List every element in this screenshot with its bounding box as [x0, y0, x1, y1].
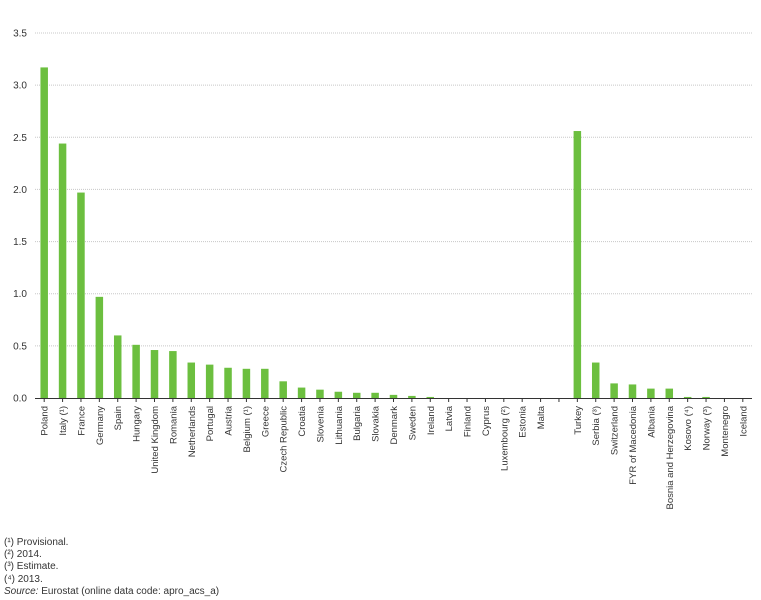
bar: [389, 394, 398, 398]
x-tick-label: Czech Republic: [279, 406, 290, 473]
x-tick-label: Estonia: [518, 405, 529, 437]
bar: [132, 344, 140, 398]
bar: [95, 296, 104, 398]
x-tick-label: Ireland: [426, 406, 437, 435]
bar: [371, 392, 379, 398]
x-tick-label: Hungary: [132, 406, 143, 442]
bar: [610, 383, 618, 398]
x-tick-label: Montenegro: [720, 406, 731, 457]
x-tick-label: Italy (¹): [58, 406, 69, 436]
bar: [187, 362, 196, 398]
bar: [316, 389, 324, 398]
x-tick-label: Norway (³): [702, 406, 713, 450]
source-label: Source:: [4, 585, 39, 597]
source-line: Source: Eurostat (online data code: apro…: [4, 586, 219, 598]
bar: [702, 396, 710, 398]
x-tick-label: Sweden: [407, 406, 418, 440]
x-tick-label: Austria: [224, 405, 235, 435]
bar: [665, 388, 674, 398]
x-tick-label: Iceland: [738, 406, 749, 437]
y-tick-label: 0.0: [13, 394, 27, 405]
x-tick-label: FYR of Macedonia: [628, 405, 639, 484]
y-tick-label: 3.0: [13, 81, 27, 92]
bar: [297, 387, 306, 398]
y-tick-label: 1.0: [13, 289, 27, 300]
x-tick-label: Spain: [113, 406, 124, 430]
bar: [224, 367, 232, 398]
x-tick-label: Albania: [646, 405, 657, 437]
y-tick-label: 0.5: [13, 341, 27, 352]
x-tick-label: Finland: [463, 406, 474, 437]
bar: [408, 395, 416, 398]
bar: [647, 388, 655, 398]
bar: [261, 368, 269, 398]
x-tick-label: Romania: [168, 405, 179, 444]
x-tick-label: Bulgaria: [352, 405, 363, 441]
x-tick-label: Bosnia and Herzegovina: [665, 405, 676, 509]
y-tick-label: 2.5: [13, 133, 27, 144]
x-tick-label: United Kingdom: [150, 406, 161, 474]
bar: [113, 335, 122, 398]
x-tick-label: Denmark: [389, 406, 400, 445]
source-text: Eurostat (online data code: apro_acs_a): [38, 585, 220, 597]
bar: [573, 131, 582, 398]
bar: [628, 384, 637, 398]
x-tick-label: Greece: [260, 406, 271, 437]
chart-notes: (¹) Provisional. (²) 2014. (³) Estimate.…: [4, 537, 219, 598]
x-tick-label: Serbia (³): [591, 406, 602, 446]
x-tick-label: Cyprus: [481, 406, 492, 436]
bar: [205, 364, 214, 398]
x-tick-label: Portugal: [205, 406, 216, 441]
x-tick-label: Belgium (¹): [242, 406, 253, 452]
bar: [334, 391, 343, 398]
footnote-provisional: (¹) Provisional.: [4, 537, 69, 548]
x-tick-label: Slovenia: [315, 405, 326, 442]
bar: [426, 396, 435, 398]
bar: [591, 362, 600, 398]
x-tick-label: Kosovo (⁴): [683, 406, 694, 451]
x-tick-label: Slovakia: [371, 405, 382, 442]
bar: [169, 351, 177, 398]
x-tick-label: Switzerland: [610, 406, 621, 455]
y-tick-label: 3.5: [13, 29, 27, 40]
x-tick-label: Poland: [40, 406, 51, 436]
x-tick-label: Germany: [95, 406, 106, 445]
footnote-2014: (²) 2014.: [4, 549, 42, 561]
bar: [40, 67, 48, 399]
bar: [77, 192, 85, 398]
x-tick-label: Croatia: [297, 405, 308, 436]
footnote-2013: (⁴) 2013.: [4, 573, 43, 585]
x-tick-label: Netherlands: [187, 406, 198, 457]
x-tick-label: Malta: [536, 405, 547, 429]
bar: [683, 396, 692, 398]
bar: [58, 143, 67, 398]
bar: [242, 368, 251, 398]
footnote-estimate: (³) Estimate.: [4, 561, 59, 573]
bar-chart: 0.0 0.5 1.0 1.5 2.0 2.5 3.0 3.5 Poland Italy (¹) F…: [13, 29, 752, 510]
x-tick-label: Latvia: [444, 405, 455, 431]
y-tick-label: 2.0: [13, 185, 27, 196]
x-tick-label: France: [76, 406, 87, 436]
x-tick-label: Luxembourg (²): [499, 406, 510, 471]
x-tick-label: Lithuania: [334, 405, 345, 444]
x-tick-label: Turkey: [573, 406, 584, 435]
bar: [150, 350, 159, 398]
bar: [352, 392, 361, 398]
bar: [279, 381, 287, 398]
y-tick-label: 1.5: [13, 237, 27, 248]
